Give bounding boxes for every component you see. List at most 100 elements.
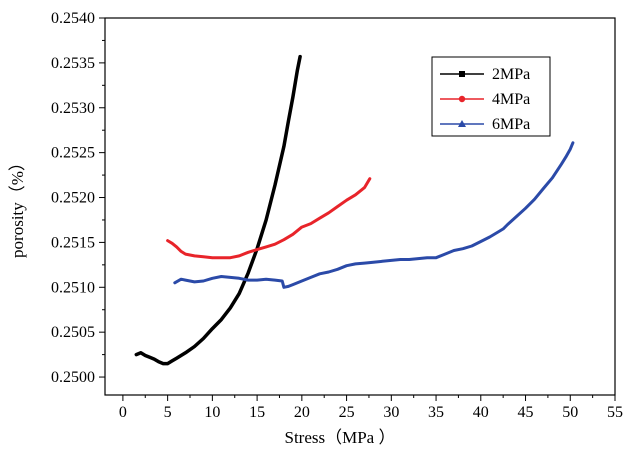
data-point bbox=[274, 243, 276, 246]
data-point bbox=[175, 245, 178, 248]
data-point bbox=[363, 262, 366, 264]
data-point bbox=[318, 272, 321, 275]
y-tick-label: 0.2530 bbox=[51, 100, 95, 117]
data-point bbox=[193, 254, 196, 257]
data-point bbox=[193, 281, 196, 283]
data-point bbox=[283, 286, 285, 289]
data-point bbox=[171, 359, 174, 362]
data-point bbox=[488, 236, 491, 238]
data-point bbox=[399, 258, 402, 261]
x-tick-label: 30 bbox=[383, 404, 399, 421]
data-point bbox=[153, 358, 156, 360]
data-point bbox=[265, 278, 267, 281]
data-point bbox=[175, 357, 178, 360]
data-point bbox=[184, 351, 187, 354]
data-point bbox=[247, 279, 250, 282]
data-point bbox=[291, 96, 294, 98]
data-point bbox=[381, 260, 384, 263]
data-point bbox=[229, 256, 232, 259]
x-tick-label: 25 bbox=[339, 404, 355, 421]
data-point bbox=[274, 279, 276, 282]
data-point bbox=[166, 239, 169, 242]
data-point bbox=[444, 253, 446, 255]
y-tick-label: 0.2515 bbox=[51, 234, 95, 251]
y-tick-label: 0.2520 bbox=[51, 190, 95, 207]
data-point bbox=[299, 55, 301, 58]
data-point bbox=[211, 256, 214, 259]
data-point bbox=[345, 199, 348, 202]
data-point bbox=[300, 226, 303, 229]
data-point bbox=[506, 223, 509, 226]
x-tick-label: 5 bbox=[164, 404, 172, 421]
data-point bbox=[327, 271, 330, 273]
data-point bbox=[417, 257, 420, 260]
data-point bbox=[211, 327, 214, 330]
data-point bbox=[435, 256, 437, 259]
y-tick-label: 0.2505 bbox=[51, 324, 95, 341]
legend-label: 2MPa bbox=[492, 66, 530, 83]
data-point bbox=[309, 276, 312, 279]
data-point bbox=[479, 240, 482, 243]
data-point bbox=[515, 215, 518, 218]
legend-label: 4MPa bbox=[492, 91, 530, 108]
data-point bbox=[453, 249, 455, 252]
data-point bbox=[287, 285, 290, 288]
data-point bbox=[265, 245, 267, 248]
data-point bbox=[533, 198, 536, 201]
data-point bbox=[144, 354, 147, 357]
data-point bbox=[309, 222, 312, 225]
data-point bbox=[354, 193, 357, 196]
data-point bbox=[564, 156, 567, 159]
data-point bbox=[354, 263, 357, 265]
series-line-4MPa bbox=[166, 177, 372, 260]
data-point bbox=[166, 362, 169, 365]
data-point bbox=[470, 245, 473, 247]
x-tick-label: 10 bbox=[204, 404, 220, 421]
data-point bbox=[171, 242, 174, 245]
data-point bbox=[238, 277, 241, 280]
data-point bbox=[256, 279, 259, 282]
data-point bbox=[502, 228, 505, 230]
data-point bbox=[291, 233, 294, 236]
data-point bbox=[408, 258, 411, 261]
x-tick-label: 50 bbox=[562, 404, 578, 421]
data-point bbox=[287, 120, 290, 123]
data-point bbox=[283, 145, 285, 148]
data-point bbox=[202, 255, 205, 258]
y-axis-title: porosity（%） bbox=[8, 154, 27, 258]
data-point bbox=[345, 264, 348, 267]
data-point bbox=[162, 362, 165, 365]
data-point bbox=[173, 281, 176, 284]
data-point bbox=[180, 250, 182, 253]
data-point bbox=[300, 280, 303, 282]
data-point bbox=[569, 148, 572, 150]
data-point bbox=[238, 292, 241, 295]
data-point bbox=[524, 207, 527, 210]
data-point bbox=[572, 141, 574, 144]
data-point bbox=[461, 247, 464, 250]
plot-frame bbox=[104, 17, 616, 396]
data-point bbox=[291, 283, 294, 286]
y-axis: 0.2500 0.2505 0.2510 0.2515 0.2520 0.2525 0.25… bbox=[51, 10, 105, 386]
y-tick-label: 0.2500 bbox=[51, 369, 95, 386]
data-point bbox=[135, 353, 138, 356]
data-point bbox=[265, 219, 267, 221]
x-tick-label: 40 bbox=[473, 404, 489, 421]
x-tick-label: 35 bbox=[428, 404, 444, 421]
series-line-2MPa bbox=[134, 54, 302, 366]
y-tick-label: 0.2540 bbox=[51, 10, 95, 27]
data-point bbox=[560, 163, 563, 166]
data-point bbox=[542, 187, 545, 190]
data-point bbox=[256, 248, 259, 251]
x-axis: 0 5 10 15 20 25 30 35 40 45 50 55 bbox=[119, 395, 623, 421]
data-point bbox=[202, 337, 205, 340]
data-point bbox=[202, 280, 205, 282]
y-tick-label: 0.2510 bbox=[51, 279, 95, 296]
data-point bbox=[193, 345, 196, 348]
data-point bbox=[368, 177, 371, 180]
data-point bbox=[336, 205, 339, 208]
legend-label: 6MPa bbox=[492, 116, 530, 133]
data-point bbox=[229, 276, 232, 279]
legend-box bbox=[431, 56, 551, 137]
